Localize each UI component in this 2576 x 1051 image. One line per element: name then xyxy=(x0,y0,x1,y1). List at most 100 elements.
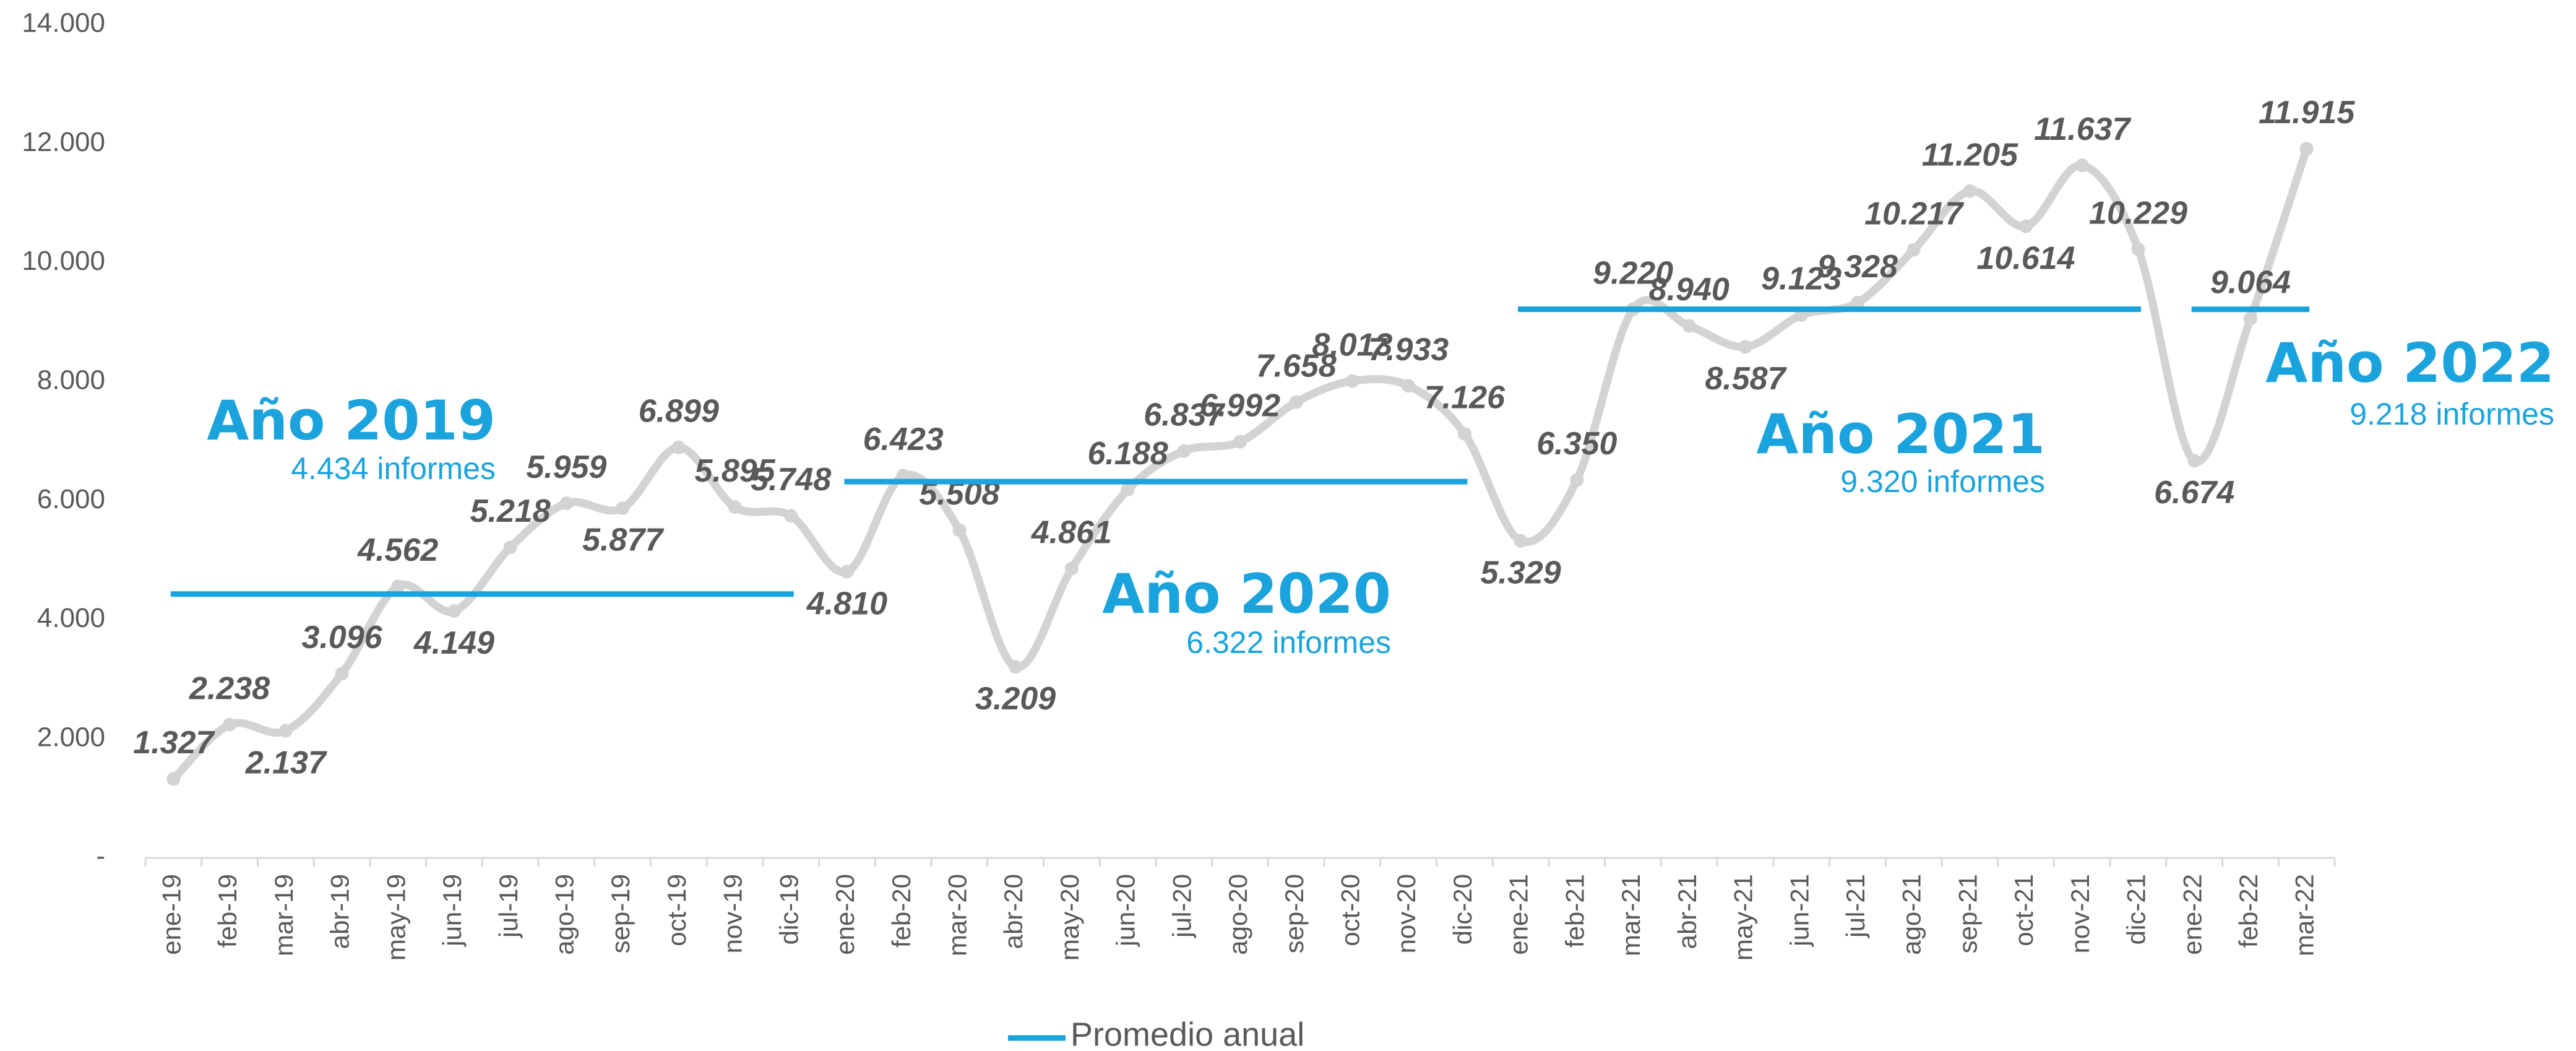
value-label: 10.217 xyxy=(1864,196,1964,231)
x-tick-label: sep-20 xyxy=(1280,874,1309,953)
x-tick-label: nov-20 xyxy=(1392,874,1421,953)
value-label: 8.013 xyxy=(1312,327,1392,363)
data-point xyxy=(2187,454,2202,468)
x-tick-label: ago-21 xyxy=(1897,874,1926,955)
y-tick-label: 10.000 xyxy=(22,246,105,276)
average-title: Año 2019 xyxy=(207,389,496,452)
data-point xyxy=(1402,379,1416,393)
value-label: 6.992 xyxy=(1200,388,1280,424)
data-point xyxy=(728,500,742,514)
data-point xyxy=(1177,444,1191,458)
x-tick-label: jul-20 xyxy=(1167,874,1196,939)
value-label: 6.350 xyxy=(1536,426,1617,462)
x-tick-label: jun-20 xyxy=(1111,874,1140,948)
value-label: 5.959 xyxy=(526,449,606,485)
x-tick-label: mar-22 xyxy=(2290,874,2319,956)
x-tick-label: feb-19 xyxy=(213,874,242,948)
value-label: 10.614 xyxy=(1977,240,2075,276)
data-point xyxy=(503,540,517,555)
x-tick-label: may-21 xyxy=(1729,874,1758,961)
x-tick-label: ene-19 xyxy=(157,874,186,955)
x-tick-label: jul-19 xyxy=(494,874,523,939)
x-tick-label: sep-21 xyxy=(1953,874,1982,953)
value-label: 4.810 xyxy=(806,586,887,621)
value-label: 4.861 xyxy=(1031,514,1112,550)
value-label: 9.220 xyxy=(1593,255,1673,291)
data-point xyxy=(391,579,405,594)
value-label: 7.933 xyxy=(1368,332,1449,368)
value-label: 9.064 xyxy=(2210,264,2291,300)
x-tick-label: feb-22 xyxy=(2234,874,2263,948)
value-label: 9.123 xyxy=(1761,261,1842,297)
value-label: 5.748 xyxy=(751,462,831,498)
value-label: 3.096 xyxy=(301,620,382,655)
value-label: 9.328 xyxy=(1817,249,1898,285)
x-tick-label: sep-19 xyxy=(606,874,635,953)
data-point xyxy=(2019,219,2033,233)
data-point xyxy=(1457,426,1471,441)
x-tick-label: jun-19 xyxy=(437,874,467,948)
data-point xyxy=(671,440,686,454)
data-point xyxy=(616,501,630,515)
data-point xyxy=(1963,184,1977,198)
x-tick-label: feb-21 xyxy=(1560,874,1589,948)
value-label: 8.940 xyxy=(1649,272,1730,308)
value-label: 6.837 xyxy=(1144,397,1225,433)
value-label: 4.562 xyxy=(357,532,438,568)
legend-label: Promedio anual xyxy=(1070,1016,1304,1051)
value-label: 6.423 xyxy=(863,422,944,457)
x-tick-label: feb-20 xyxy=(887,874,916,948)
value-label: 11.915 xyxy=(2259,95,2355,131)
y-tick-label: 12.000 xyxy=(22,127,105,157)
data-point xyxy=(1009,660,1023,674)
value-label: 11.637 xyxy=(2034,111,2131,147)
value-label: 7.658 xyxy=(1256,348,1337,384)
data-point xyxy=(278,724,293,738)
average-subtitle: 6.322 informes xyxy=(1186,625,1391,660)
value-label: 4.149 xyxy=(413,625,494,661)
x-tick-label: mar-20 xyxy=(943,874,972,956)
data-point xyxy=(1682,319,1696,333)
x-tick-label: may-19 xyxy=(381,874,410,961)
data-point xyxy=(335,667,349,681)
y-tick-label: - xyxy=(96,841,105,872)
average-subtitle: 9.218 informes xyxy=(2350,397,2554,431)
value-label: 5.895 xyxy=(694,453,775,489)
data-point xyxy=(1514,534,1528,548)
value-label: 2.238 xyxy=(189,671,270,707)
data-line xyxy=(170,147,2311,782)
x-tick-label: nov-19 xyxy=(718,874,747,953)
value-label: 5.877 xyxy=(582,522,664,558)
x-tick-label: ago-20 xyxy=(1223,874,1252,955)
y-tick-label: 14.000 xyxy=(22,8,105,38)
x-tick-label: nov-21 xyxy=(2066,874,2095,953)
x-tick-label: dic-19 xyxy=(774,874,803,945)
data-point xyxy=(559,496,574,511)
data-point xyxy=(1345,374,1359,388)
x-tick-label: may-20 xyxy=(1055,874,1084,961)
x-tick-label: mar-19 xyxy=(269,874,298,956)
data-point xyxy=(1906,243,1921,257)
average-subtitle: 9.320 informes xyxy=(1840,464,2045,499)
data-point xyxy=(1850,296,1864,310)
data-point xyxy=(1121,483,1135,497)
value-label: 10.229 xyxy=(2089,195,2187,231)
data-point xyxy=(1570,473,1584,487)
data-point xyxy=(166,772,181,786)
x-tick-label: mar-21 xyxy=(1616,874,1645,956)
average-title: Año 2021 xyxy=(1756,402,2045,466)
value-label: 6.188 xyxy=(1087,436,1168,472)
value-label: 3.209 xyxy=(975,681,1056,717)
x-tick-label: oct-20 xyxy=(1336,874,1365,946)
value-label: 5.329 xyxy=(1481,555,1561,590)
x-tick-label: ago-19 xyxy=(549,874,579,955)
x-tick-label: abr-21 xyxy=(1673,874,1702,949)
data-point xyxy=(2131,242,2145,256)
x-tick-label: ene-21 xyxy=(1504,874,1533,955)
x-tick-label: dic-20 xyxy=(1448,874,1477,945)
y-tick-label: 6.000 xyxy=(37,484,105,514)
data-point xyxy=(447,604,461,618)
value-label: 6.674 xyxy=(2154,475,2234,511)
y-tick-label: 2.000 xyxy=(37,722,105,752)
